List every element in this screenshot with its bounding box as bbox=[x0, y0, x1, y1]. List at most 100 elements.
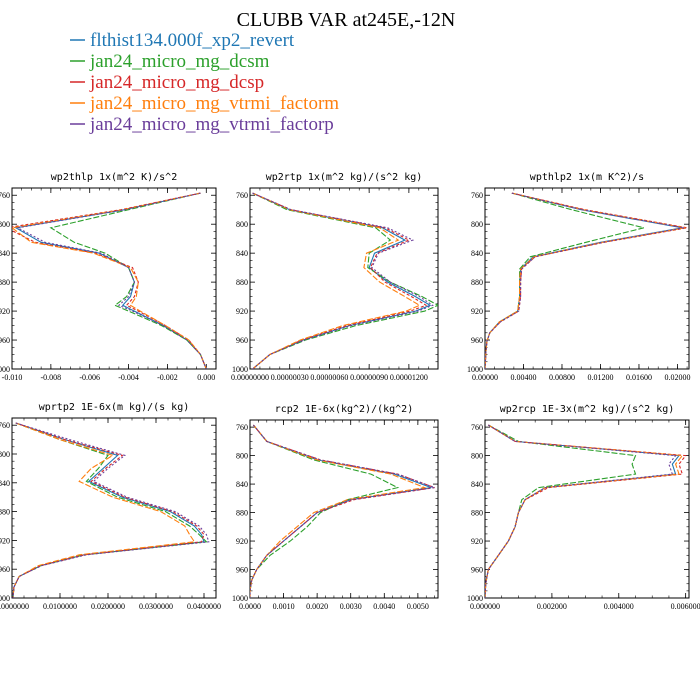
x-tick-label: 0.0100000 bbox=[43, 602, 77, 611]
plot-frame bbox=[11, 417, 217, 599]
legend-label-1: flthist134.000f_xp2_revert bbox=[90, 30, 295, 51]
panel-title: wp2rtp 1x(m^2 kg)/(s^2 kg) bbox=[266, 172, 423, 183]
plot-frame bbox=[484, 419, 690, 599]
legend-label-3: jan24_micro_mg_dcsp bbox=[89, 72, 264, 93]
series-line-2 bbox=[252, 192, 438, 369]
y-tick-label: 920 bbox=[471, 307, 483, 316]
y-tick-label: 800 bbox=[0, 220, 10, 229]
series-line-4 bbox=[252, 192, 421, 369]
y-tick-label: 760 bbox=[0, 191, 10, 200]
x-tick-label: 0.006000 bbox=[671, 602, 700, 611]
x-tick-label: 0.0200000 bbox=[91, 602, 125, 611]
x-tick-label: 0.0010 bbox=[273, 602, 295, 611]
series-line-2 bbox=[485, 424, 637, 598]
x-tick-label: 0.002000 bbox=[537, 602, 567, 611]
y-tick-label: 880 bbox=[0, 508, 10, 517]
legend-label-2: jan24_micro_mg_dcsm bbox=[89, 51, 270, 72]
y-tick-label: 960 bbox=[471, 336, 483, 345]
y-tick-label: 840 bbox=[0, 479, 10, 488]
panel-4: wprtp2 1E-6x(m kg)/(s kg) 760 800 840 880 920… bbox=[0, 402, 221, 611]
x-tick-label: 0.00000000 bbox=[231, 373, 269, 382]
y-tick-label: 760 bbox=[471, 191, 483, 200]
y-tick-label: 880 bbox=[236, 509, 248, 518]
x-tick-label: 0.0000000 bbox=[0, 602, 29, 611]
y-tick-label: 880 bbox=[471, 278, 483, 287]
panel-2: wp2rtp 1x(m^2 kg)/(s^2 kg) 760 800 840 880 92… bbox=[231, 172, 439, 382]
x-tick-label: 0.0040 bbox=[373, 602, 395, 611]
y-tick-label: 840 bbox=[236, 249, 248, 258]
series-line-4 bbox=[12, 422, 196, 598]
y-tick-label: 840 bbox=[471, 249, 483, 258]
y-tick-label: 960 bbox=[0, 336, 10, 345]
panel-3: wpthlp2 1x(m K^2)/s 760 800 840 880 920 960 100… bbox=[467, 172, 690, 382]
x-tick-label: 0.00400 bbox=[510, 373, 536, 382]
y-tick-label: 840 bbox=[236, 480, 248, 489]
y-tick-label: 880 bbox=[236, 278, 248, 287]
x-tick-label: 0.0000 bbox=[239, 602, 261, 611]
y-tick-label: 1000 bbox=[467, 594, 483, 603]
panel-title: wprtp2 1E-6x(m kg)/(s kg) bbox=[39, 402, 190, 413]
y-tick-label: 960 bbox=[0, 565, 10, 574]
y-tick-label: 760 bbox=[471, 423, 483, 432]
panel-title: rcp2 1E-6x(kg^2)/(kg^2) bbox=[275, 404, 413, 415]
x-tick-label: 0.0020 bbox=[306, 602, 328, 611]
panel-1: wp2thlp 1x(m^2 K)/s^2 760 800 840 880 920 960 1… bbox=[0, 172, 217, 382]
plot-frame bbox=[484, 187, 690, 370]
x-tick-label: 0.01600 bbox=[626, 373, 652, 382]
x-tick-label: 0.01200 bbox=[587, 373, 613, 382]
x-tick-label: 0.00800 bbox=[549, 373, 575, 382]
panel-title: wpthlp2 1x(m K^2)/s bbox=[530, 172, 644, 183]
y-tick-label: 800 bbox=[236, 452, 248, 461]
x-tick-label: -0.004 bbox=[118, 373, 139, 382]
y-tick-label: 920 bbox=[236, 537, 248, 546]
panels: wp2thlp 1x(m^2 K)/s^2 760 800 840 880 920 960 1… bbox=[0, 172, 700, 611]
y-tick-label: 800 bbox=[236, 220, 248, 229]
x-tick-label: -0.010 bbox=[2, 373, 23, 382]
figure-title: CLUBB VAR at245E,-12N bbox=[237, 9, 456, 31]
y-tick-label: 800 bbox=[471, 220, 483, 229]
y-tick-label: 880 bbox=[471, 509, 483, 518]
x-tick-label: 0.00000060 bbox=[310, 373, 348, 382]
x-tick-label: 0.0030 bbox=[340, 602, 362, 611]
series-line-5 bbox=[252, 192, 434, 369]
x-tick-label: 0.02000 bbox=[664, 373, 690, 382]
y-tick-label: 1000 bbox=[0, 594, 10, 603]
series-line-4 bbox=[12, 192, 207, 369]
y-tick-label: 960 bbox=[471, 566, 483, 575]
panel-6: wp2rcp 1E-3x(m^2 kg)/(s^2 kg) 760 800 840 88… bbox=[467, 404, 700, 611]
x-tick-label: 0.00000 bbox=[472, 373, 498, 382]
x-tick-label: 0.00001200 bbox=[390, 373, 428, 382]
y-tick-label: 1000 bbox=[467, 365, 483, 374]
y-tick-label: 920 bbox=[471, 537, 483, 546]
x-tick-label: 0.000000 bbox=[470, 602, 500, 611]
y-tick-label: 960 bbox=[236, 336, 248, 345]
series-line-5 bbox=[485, 424, 677, 598]
y-tick-label: 800 bbox=[471, 452, 483, 461]
x-tick-label: 0.0400000 bbox=[187, 602, 221, 611]
plot-frame bbox=[249, 419, 439, 599]
series-line-3 bbox=[252, 192, 428, 369]
legend-label-5: jan24_micro_mg_vtrmi_factorp bbox=[89, 114, 334, 135]
y-tick-label: 920 bbox=[236, 307, 248, 316]
x-tick-label: 0.00000030 bbox=[271, 373, 309, 382]
y-tick-label: 920 bbox=[0, 307, 10, 316]
y-tick-label: 1000 bbox=[232, 594, 248, 603]
y-tick-label: 840 bbox=[0, 249, 10, 258]
series-line-5 bbox=[250, 424, 435, 598]
series-line-5 bbox=[12, 422, 210, 598]
x-tick-label: 0.000 bbox=[197, 373, 215, 382]
y-tick-label: 1000 bbox=[0, 365, 10, 374]
series-line-3 bbox=[250, 424, 435, 598]
x-tick-label: 0.0300000 bbox=[139, 602, 173, 611]
y-tick-label: 840 bbox=[471, 480, 483, 489]
x-tick-label: -0.008 bbox=[41, 373, 62, 382]
y-tick-label: 920 bbox=[0, 536, 10, 545]
y-tick-label: 760 bbox=[0, 421, 10, 430]
y-tick-label: 760 bbox=[236, 191, 248, 200]
plot-frame bbox=[249, 187, 439, 370]
series-line-5 bbox=[16, 192, 207, 369]
panel-5: rcp2 1E-6x(kg^2)/(kg^2) 760 800 840 880 920 96… bbox=[232, 404, 439, 611]
y-tick-label: 1000 bbox=[232, 365, 248, 374]
series-line-5 bbox=[485, 192, 685, 369]
x-tick-label: -0.006 bbox=[79, 373, 100, 382]
